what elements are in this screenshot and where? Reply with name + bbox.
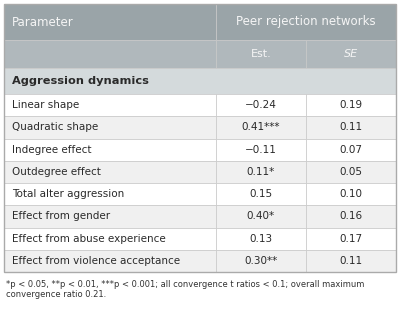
Text: Aggression dynamics: Aggression dynamics [12, 76, 149, 86]
Bar [306, 94, 396, 116]
Text: 0.05: 0.05 [340, 167, 362, 177]
Bar [4, 183, 216, 205]
Bar [4, 4, 216, 40]
Bar [4, 116, 216, 139]
Bar [306, 139, 396, 161]
Bar [4, 68, 396, 94]
Text: Linear shape: Linear shape [12, 100, 79, 110]
Bar [216, 139, 306, 161]
Text: Indegree effect: Indegree effect [12, 145, 92, 155]
Text: 0.07: 0.07 [340, 145, 362, 155]
Text: 0.13: 0.13 [249, 234, 272, 244]
Text: 0.11*: 0.11* [247, 167, 275, 177]
Bar [306, 183, 396, 205]
Text: −0.24: −0.24 [245, 100, 277, 110]
Bar [4, 94, 216, 116]
Text: −0.11: −0.11 [245, 145, 277, 155]
Bar [306, 40, 396, 68]
Text: SE: SE [344, 49, 358, 59]
Text: 0.11: 0.11 [339, 256, 362, 266]
Bar [4, 250, 216, 272]
Bar [216, 4, 396, 40]
Bar [216, 116, 306, 139]
Text: 0.16: 0.16 [339, 212, 362, 221]
Text: 0.40*: 0.40* [247, 212, 275, 221]
Bar [4, 139, 216, 161]
Bar [4, 161, 216, 183]
Text: Effect from gender: Effect from gender [12, 212, 110, 221]
Bar [306, 116, 396, 139]
Text: *p < 0.05, **p < 0.01, ***p < 0.001; all convergence t ratios < 0.1; overall max: *p < 0.05, **p < 0.01, ***p < 0.001; all… [6, 280, 364, 300]
Bar [306, 250, 396, 272]
Bar [306, 228, 396, 250]
Text: 0.19: 0.19 [339, 100, 362, 110]
Bar [4, 40, 216, 68]
Bar [216, 250, 306, 272]
Text: Est.: Est. [250, 49, 271, 59]
Text: Total alter aggression: Total alter aggression [12, 189, 124, 199]
Text: Parameter: Parameter [12, 15, 74, 28]
Text: 0.30**: 0.30** [244, 256, 277, 266]
Bar [216, 205, 306, 228]
Text: Outdegree effect: Outdegree effect [12, 167, 101, 177]
Text: 0.15: 0.15 [249, 189, 272, 199]
Bar [306, 205, 396, 228]
Text: 0.10: 0.10 [340, 189, 362, 199]
Text: Quadratic shape: Quadratic shape [12, 122, 98, 132]
Bar [216, 183, 306, 205]
Text: Peer rejection networks: Peer rejection networks [236, 15, 376, 28]
Bar [216, 94, 306, 116]
Bar [4, 228, 216, 250]
Bar [216, 40, 306, 68]
Bar [4, 4, 396, 272]
Text: 0.11: 0.11 [339, 122, 362, 132]
Text: Effect from violence acceptance: Effect from violence acceptance [12, 256, 180, 266]
Text: 0.17: 0.17 [339, 234, 362, 244]
Bar [216, 161, 306, 183]
Bar [4, 205, 216, 228]
Bar [216, 228, 306, 250]
Bar [306, 161, 396, 183]
Text: 0.41***: 0.41*** [242, 122, 280, 132]
Text: Effect from abuse experience: Effect from abuse experience [12, 234, 166, 244]
